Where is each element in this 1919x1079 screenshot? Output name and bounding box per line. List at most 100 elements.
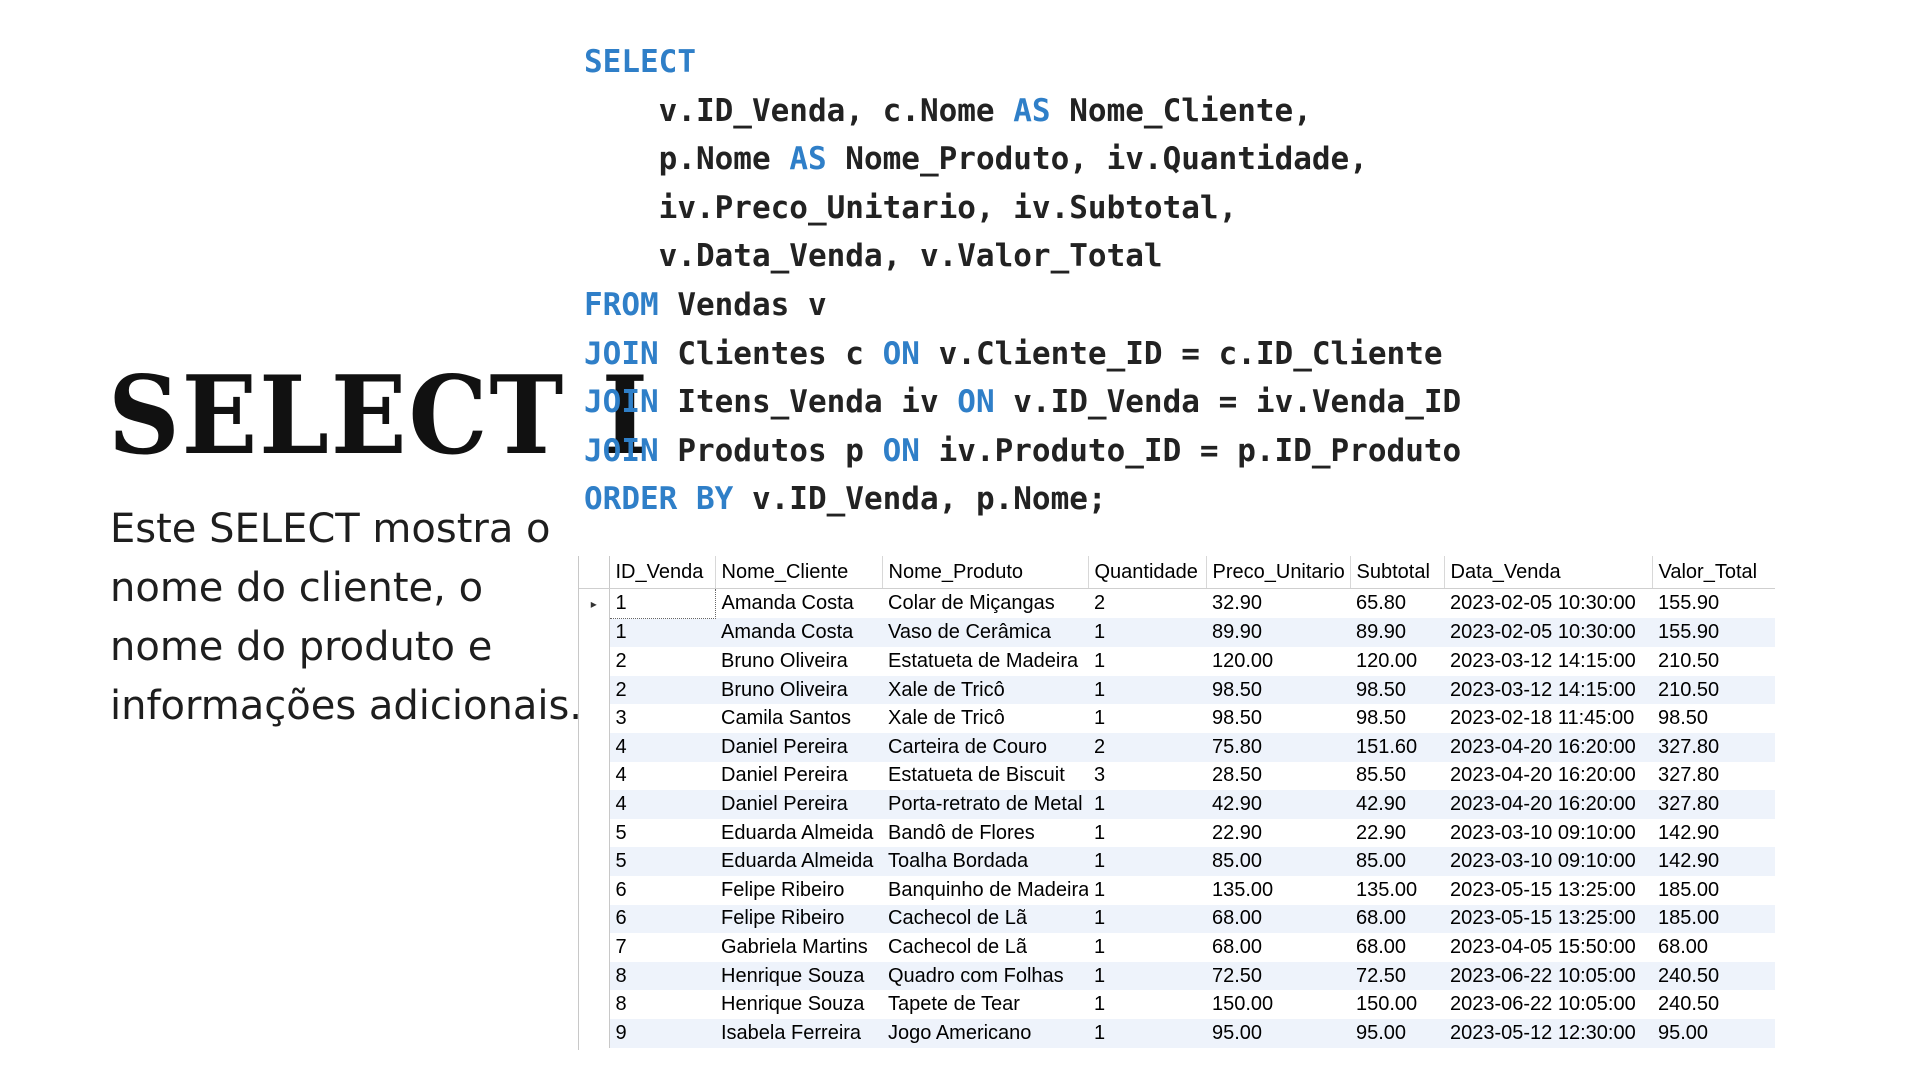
table-cell[interactable]: 151.60	[1350, 732, 1444, 762]
row-selector[interactable]	[579, 647, 610, 676]
table-cell[interactable]: 210.50	[1652, 675, 1775, 705]
table-cell[interactable]: 8	[608, 961, 715, 991]
column-header-nome-cliente[interactable]: Nome_Cliente	[715, 556, 883, 589]
table-row[interactable]: 7 Gabriela Martins Cachecol de Lã 1 68.00 68.…	[579, 933, 1775, 962]
table-cell[interactable]: 3	[608, 704, 715, 733]
table-cell[interactable]: 1	[608, 588, 716, 619]
table-cell[interactable]: 1	[1094, 707, 1106, 730]
table-row[interactable]: 5 Eduarda Almeida Toalha Bordada 1 85.00 85.0…	[579, 847, 1775, 876]
table-cell[interactable]: 8	[608, 990, 715, 1019]
table-cell[interactable]: 240.50	[1658, 993, 1720, 1016]
table-cell[interactable]: Cachecol de Lã	[882, 904, 1088, 934]
table-cell[interactable]: Cachecol de Lã	[888, 935, 1027, 958]
table-cell[interactable]: 75.80	[1206, 732, 1350, 762]
table-cell[interactable]: 142.90	[1658, 821, 1720, 844]
table-cell[interactable]: 72.50	[1350, 961, 1444, 991]
table-cell[interactable]: Daniel Pereira	[715, 790, 882, 819]
row-selector[interactable]	[579, 732, 610, 762]
table-cell[interactable]: 2023-04-20 16:20:00	[1450, 764, 1636, 787]
table-row[interactable]: 1 Amanda Costa Vaso de Cerâmica 1 89.90 89.90…	[579, 618, 1775, 648]
table-cell[interactable]: 1	[1088, 790, 1206, 819]
table-cell[interactable]: Gabriela Martins	[721, 935, 868, 958]
table-cell[interactable]: Daniel Pereira	[715, 732, 882, 762]
column-header-nome-produto[interactable]: Nome_Produto	[882, 556, 1089, 589]
table-cell[interactable]: 2023-06-22 10:05:00	[1450, 993, 1636, 1016]
current-row-arrow-icon[interactable]: ▸	[579, 588, 610, 619]
table-cell[interactable]: 2023-04-20 16:20:00	[1444, 732, 1652, 762]
table-cell[interactable]: 1	[1094, 993, 1106, 1016]
table-cell[interactable]: 85.00	[1350, 847, 1444, 876]
row-selector[interactable]	[579, 675, 610, 705]
table-cell[interactable]: 98.50	[1356, 707, 1407, 730]
table-row[interactable]: 8 Henrique Souza Tapete de Tear 1 150.00 150.…	[579, 990, 1775, 1019]
table-cell[interactable]: 5	[608, 847, 715, 876]
table-cell[interactable]: Bruno Oliveira	[721, 649, 848, 672]
table-cell[interactable]: Estatueta de Madeira	[888, 649, 1079, 672]
table-cell[interactable]: Vaso de Cerâmica	[882, 618, 1088, 648]
row-selector[interactable]	[579, 875, 610, 905]
row-selector[interactable]	[579, 618, 610, 648]
table-cell[interactable]: 120.00	[1212, 649, 1274, 672]
table-cell[interactable]: 98.50	[1350, 675, 1444, 705]
table-cell[interactable]: 2	[608, 647, 715, 676]
table-cell[interactable]: Felipe Ribeiro	[721, 878, 845, 901]
table-cell[interactable]: 42.90	[1206, 790, 1350, 819]
table-cell[interactable]: 2023-06-22 10:05:00	[1444, 961, 1652, 991]
table-cell[interactable]: 327.80	[1652, 790, 1775, 819]
table-row[interactable]: 9 Isabela Ferreira Jogo Americano 1 95.00 95.…	[579, 1018, 1775, 1048]
table-cell[interactable]: 85.00	[1206, 847, 1350, 876]
table-cell[interactable]: Porta-retrato de Metal	[882, 790, 1088, 819]
table-row[interactable]: 4 Daniel Pereira Porta-retrato de Metal 1 42…	[579, 790, 1775, 819]
row-selector[interactable]	[579, 961, 610, 991]
table-cell[interactable]: Amanda Costa	[721, 592, 854, 615]
table-cell[interactable]: Eduarda Almeida	[715, 847, 882, 876]
table-cell[interactable]: 32.90	[1212, 592, 1263, 615]
table-cell[interactable]: Quadro com Folhas	[882, 961, 1088, 991]
table-cell[interactable]: 42.90	[1350, 790, 1444, 819]
row-selector[interactable]	[579, 847, 610, 876]
table-cell[interactable]: 28.50	[1212, 764, 1263, 787]
table-cell[interactable]: Tapete de Tear	[888, 993, 1020, 1016]
row-selector[interactable]	[579, 990, 610, 1019]
table-cell[interactable]: 210.50	[1658, 649, 1720, 672]
column-header-valor-total[interactable]: Valor_Total	[1652, 556, 1775, 589]
table-cell[interactable]: Carteira de Couro	[882, 732, 1088, 762]
table-cell[interactable]: 68.00	[1658, 935, 1709, 958]
table-cell[interactable]: 2023-03-12 14:15:00	[1450, 649, 1636, 672]
column-header-subtotal[interactable]: Subtotal	[1350, 556, 1445, 589]
table-cell[interactable]: 1	[1088, 904, 1206, 934]
table-cell[interactable]: 2	[608, 675, 715, 705]
table-cell[interactable]: 327.80	[1652, 732, 1775, 762]
table-cell[interactable]: 2023-02-18 11:45:00	[1450, 707, 1635, 730]
table-cell[interactable]: Henrique Souza	[715, 961, 882, 991]
table-cell[interactable]: 185.00	[1652, 904, 1775, 934]
grid-corner-cell[interactable]	[579, 556, 610, 589]
table-cell[interactable]: 2	[1088, 732, 1206, 762]
table-cell[interactable]: 4	[608, 790, 715, 819]
table-cell[interactable]: 4	[608, 761, 715, 791]
table-cell[interactable]: 89.90	[1350, 618, 1444, 648]
table-cell[interactable]: Eduarda Almeida	[721, 821, 874, 844]
table-cell[interactable]: 2023-04-05 15:50:00	[1450, 935, 1636, 958]
table-row[interactable]: 3 Camila Santos Xale de Tricô 1 98.50 98.50 20…	[579, 704, 1775, 733]
table-cell[interactable]: 120.00	[1356, 649, 1418, 672]
table-cell[interactable]: 65.80	[1356, 592, 1407, 615]
table-cell[interactable]: 327.80	[1658, 764, 1720, 787]
table-cell[interactable]: 150.00	[1356, 993, 1418, 1016]
table-cell[interactable]: Colar de Miçangas	[888, 592, 1055, 615]
row-selector[interactable]	[579, 904, 610, 934]
column-header-preco-unitario[interactable]: Preco_Unitario	[1206, 556, 1351, 589]
table-cell[interactable]: 155.90	[1658, 592, 1720, 615]
column-header-quantidade[interactable]: Quantidade	[1088, 556, 1207, 589]
table-cell[interactable]: 2023-05-15 13:25:00	[1450, 878, 1636, 901]
table-cell[interactable]: 2023-03-12 14:15:00	[1444, 675, 1652, 705]
table-cell[interactable]: 6	[608, 904, 715, 934]
table-cell[interactable]: 89.90	[1206, 618, 1350, 648]
table-cell[interactable]: Banquinho de Madeira	[888, 878, 1088, 901]
table-cell[interactable]: Isabela Ferreira	[715, 1018, 882, 1048]
table-cell[interactable]: 1	[1094, 649, 1106, 672]
row-selector[interactable]	[579, 818, 610, 848]
row-selector[interactable]	[579, 790, 610, 819]
table-cell[interactable]: 98.50	[1206, 675, 1350, 705]
table-row[interactable]: 6 Felipe Ribeiro Banquinho de Madeira 1 135.…	[579, 875, 1775, 905]
